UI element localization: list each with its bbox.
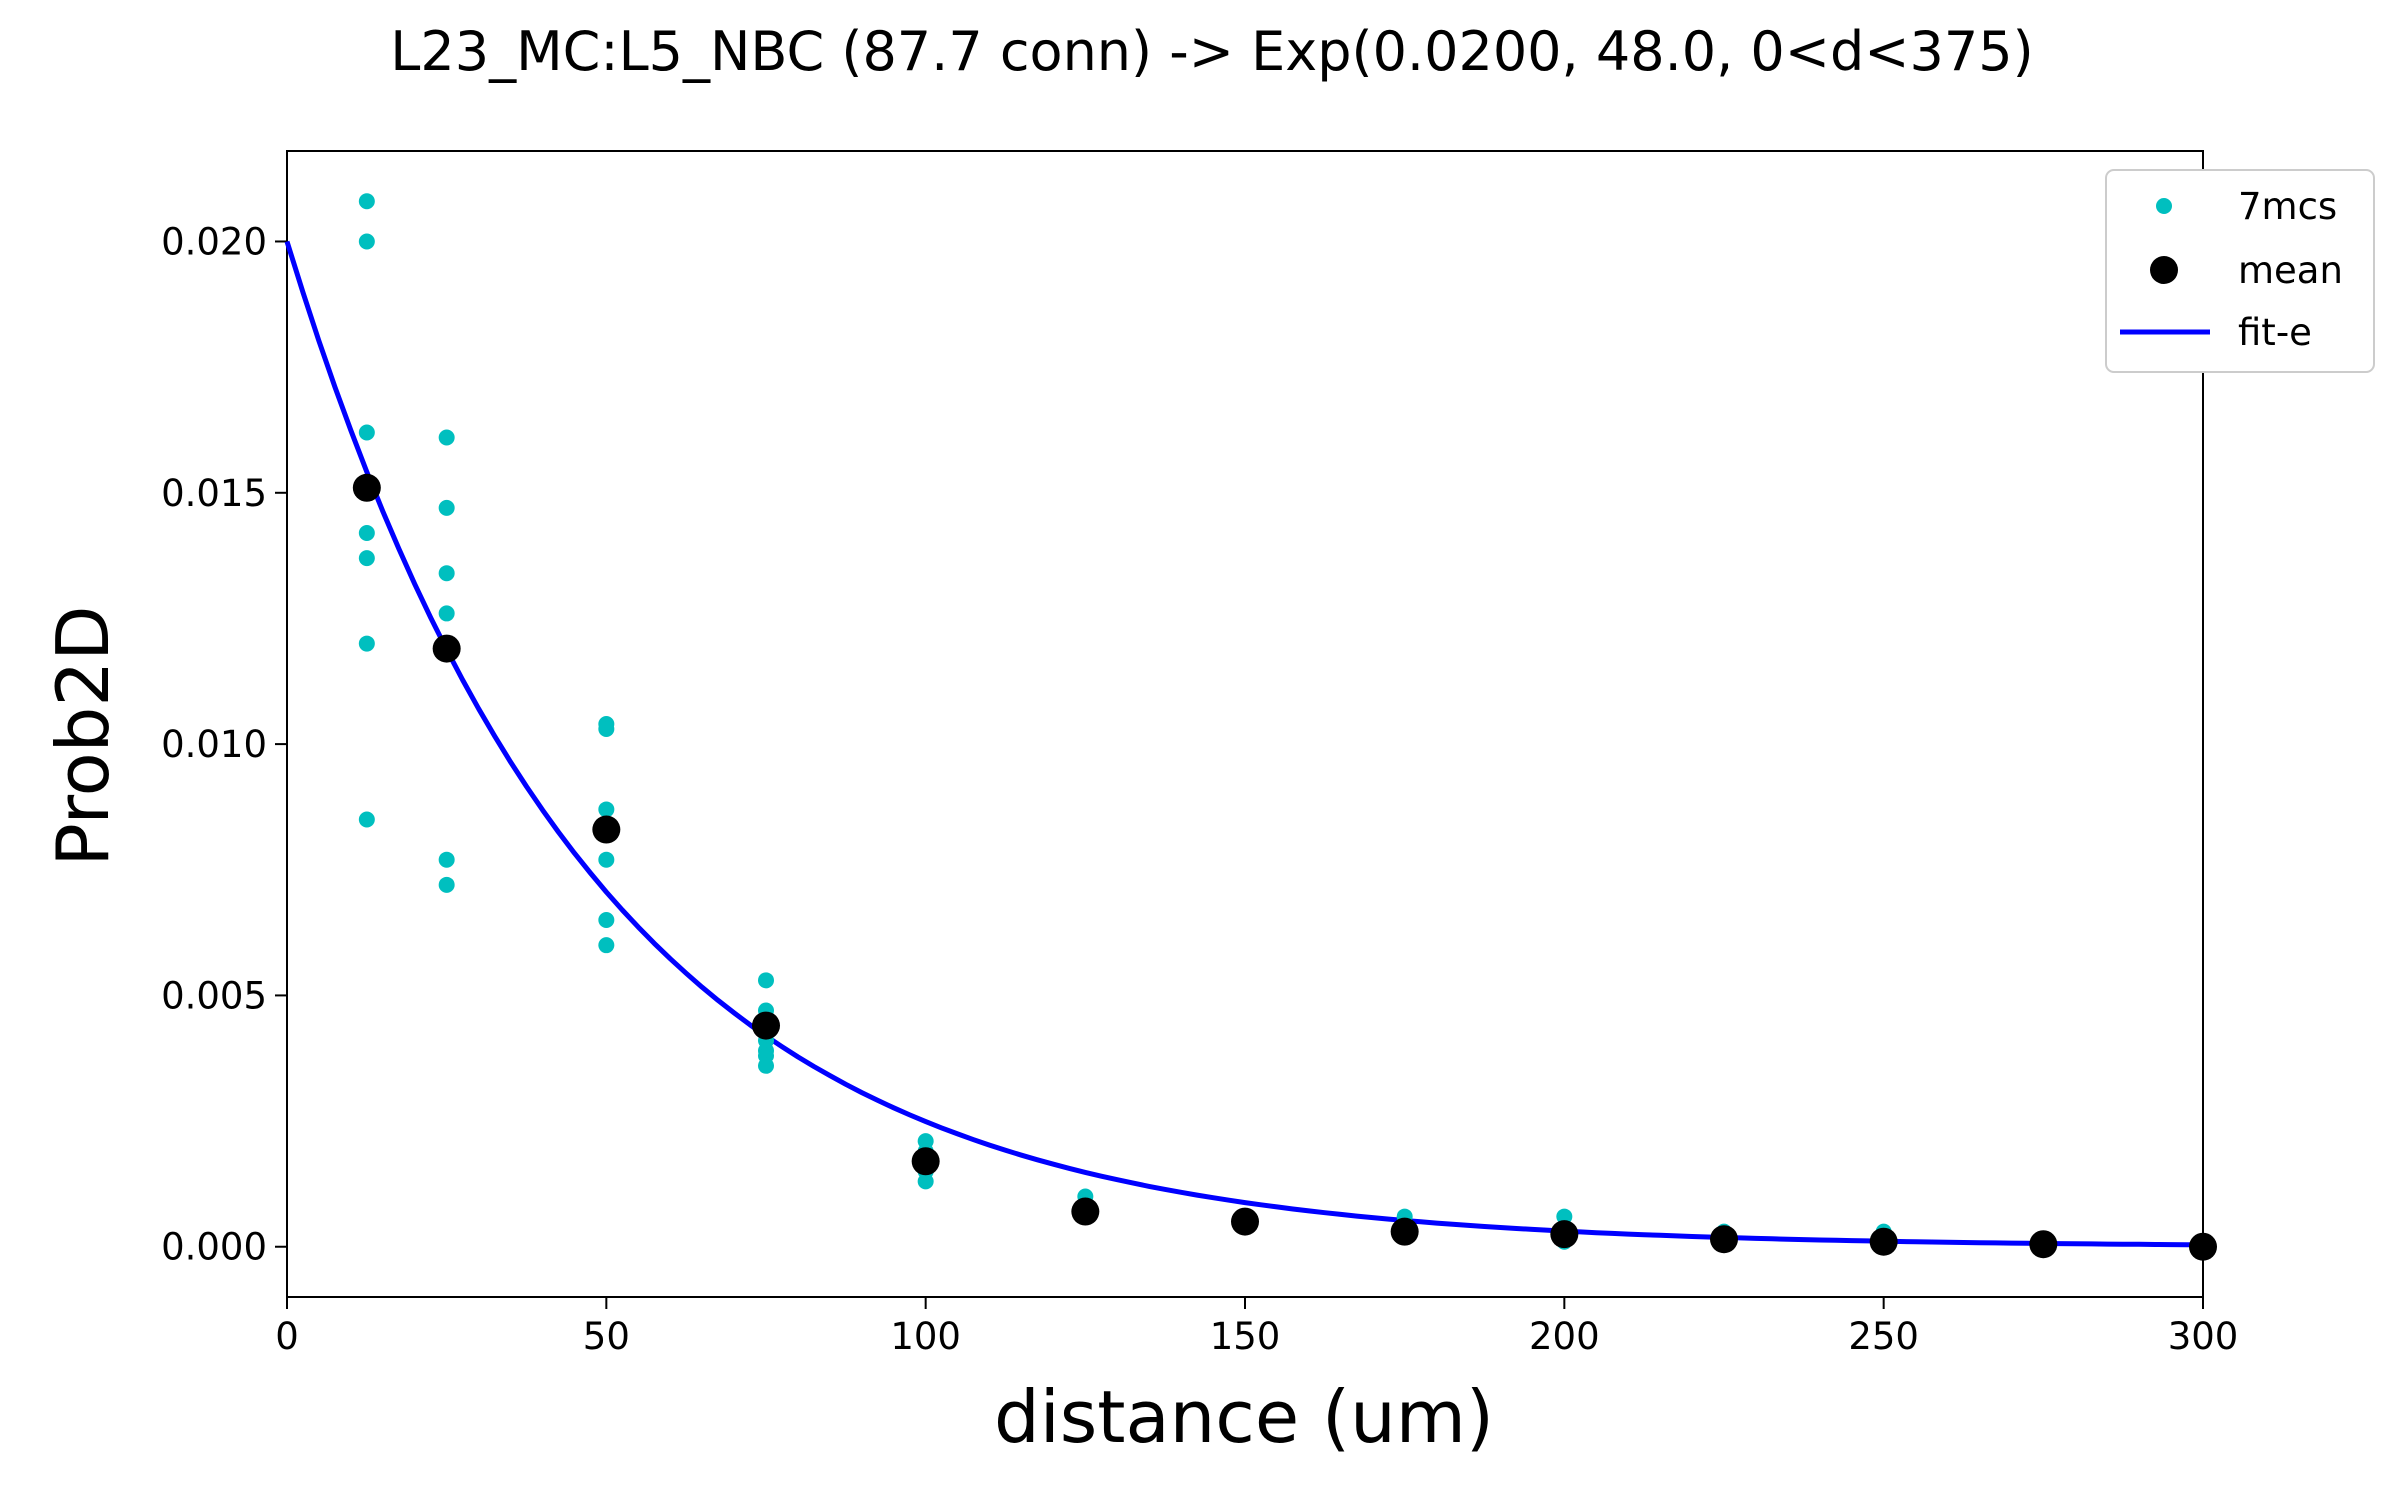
7mcs-point: [598, 801, 615, 818]
mean-point: [592, 815, 621, 844]
7mcs-point: [438, 429, 455, 446]
7mcs-point: [438, 605, 455, 622]
y-tick-label: 0.020: [161, 220, 267, 263]
mean-point: [352, 473, 381, 502]
plot-area: 0 50 100 150 200 250 300 0.0000.0050.0100.0150…: [161, 150, 2238, 1358]
7mcs-point: [758, 972, 774, 989]
y-tick-label: 0.005: [161, 974, 267, 1017]
mean-point: [911, 1147, 940, 1176]
mean-point: [752, 1011, 780, 1040]
x-tick-label: 200: [1529, 1315, 1600, 1358]
7mcs-point: [917, 1173, 934, 1190]
7mcs-point: [358, 525, 375, 541]
7mcs-point: [438, 876, 455, 893]
mean-point: [1231, 1207, 1259, 1236]
mean-point: [1710, 1225, 1738, 1254]
7mcs-point: [758, 1057, 774, 1074]
7mcs-point: [438, 565, 455, 582]
7mcs-point: [1556, 1208, 1573, 1225]
7mcs-point: [358, 233, 375, 250]
y-axis-ticks: 0.000 0.005 0.010 0.015 0.020: [161, 220, 287, 1269]
mean-point: [1550, 1220, 1579, 1249]
mean-series: [352, 473, 2217, 1261]
mean-point: [2029, 1230, 2058, 1259]
x-tick-label: 300: [2168, 1315, 2239, 1358]
x-tick-label: 0: [275, 1315, 299, 1358]
legend-7mcs-label: 7mcs: [2238, 185, 2337, 228]
mean-point: [2189, 1232, 2217, 1261]
y-tick-label: 0.010: [161, 723, 267, 766]
legend-mean-label: mean: [2238, 249, 2343, 292]
x-axis-ticks: 0 50 100 150 200 250 300: [275, 1297, 2238, 1358]
legend: 7mcs mean fit-e: [2105, 169, 2375, 373]
7mcs-point: [358, 550, 375, 567]
7mcs-point: [358, 424, 375, 441]
x-tick-label: 150: [1210, 1315, 1281, 1358]
mean-point: [1071, 1197, 1100, 1226]
7mcs-point: [358, 193, 375, 210]
mean-point: [1869, 1227, 1898, 1256]
y-tick-label: 0.000: [161, 1226, 267, 1269]
7mcs-point: [438, 499, 455, 516]
x-axis-title: distance (um): [994, 1375, 1494, 1459]
legend-box: [2105, 169, 2375, 373]
legend-7mcs-marker: [2156, 198, 2172, 214]
chart-title: L23_MC:L5_NBC (87.7 conn) -> Exp(0.0200,…: [390, 20, 2033, 83]
7mcs-point: [598, 937, 615, 954]
mean-point: [1390, 1217, 1419, 1246]
7mcs-point: [598, 721, 615, 738]
7mcs-point: [358, 635, 375, 652]
7mcs-point: [358, 811, 375, 828]
legend-fit-e-label: fit-e: [2238, 311, 2312, 354]
y-tick-label: 0.015: [161, 472, 267, 515]
legend-mean-marker: [2150, 256, 2178, 284]
7mcs-point: [598, 912, 615, 929]
x-tick-label: 50: [583, 1315, 630, 1358]
7mcs-point: [438, 851, 455, 868]
mean-point: [432, 634, 461, 663]
x-tick-label: 250: [1848, 1315, 1919, 1358]
x-tick-label: 100: [890, 1315, 961, 1358]
y-axis-title: Prob2D: [41, 605, 125, 866]
7mcs-point: [598, 851, 615, 868]
